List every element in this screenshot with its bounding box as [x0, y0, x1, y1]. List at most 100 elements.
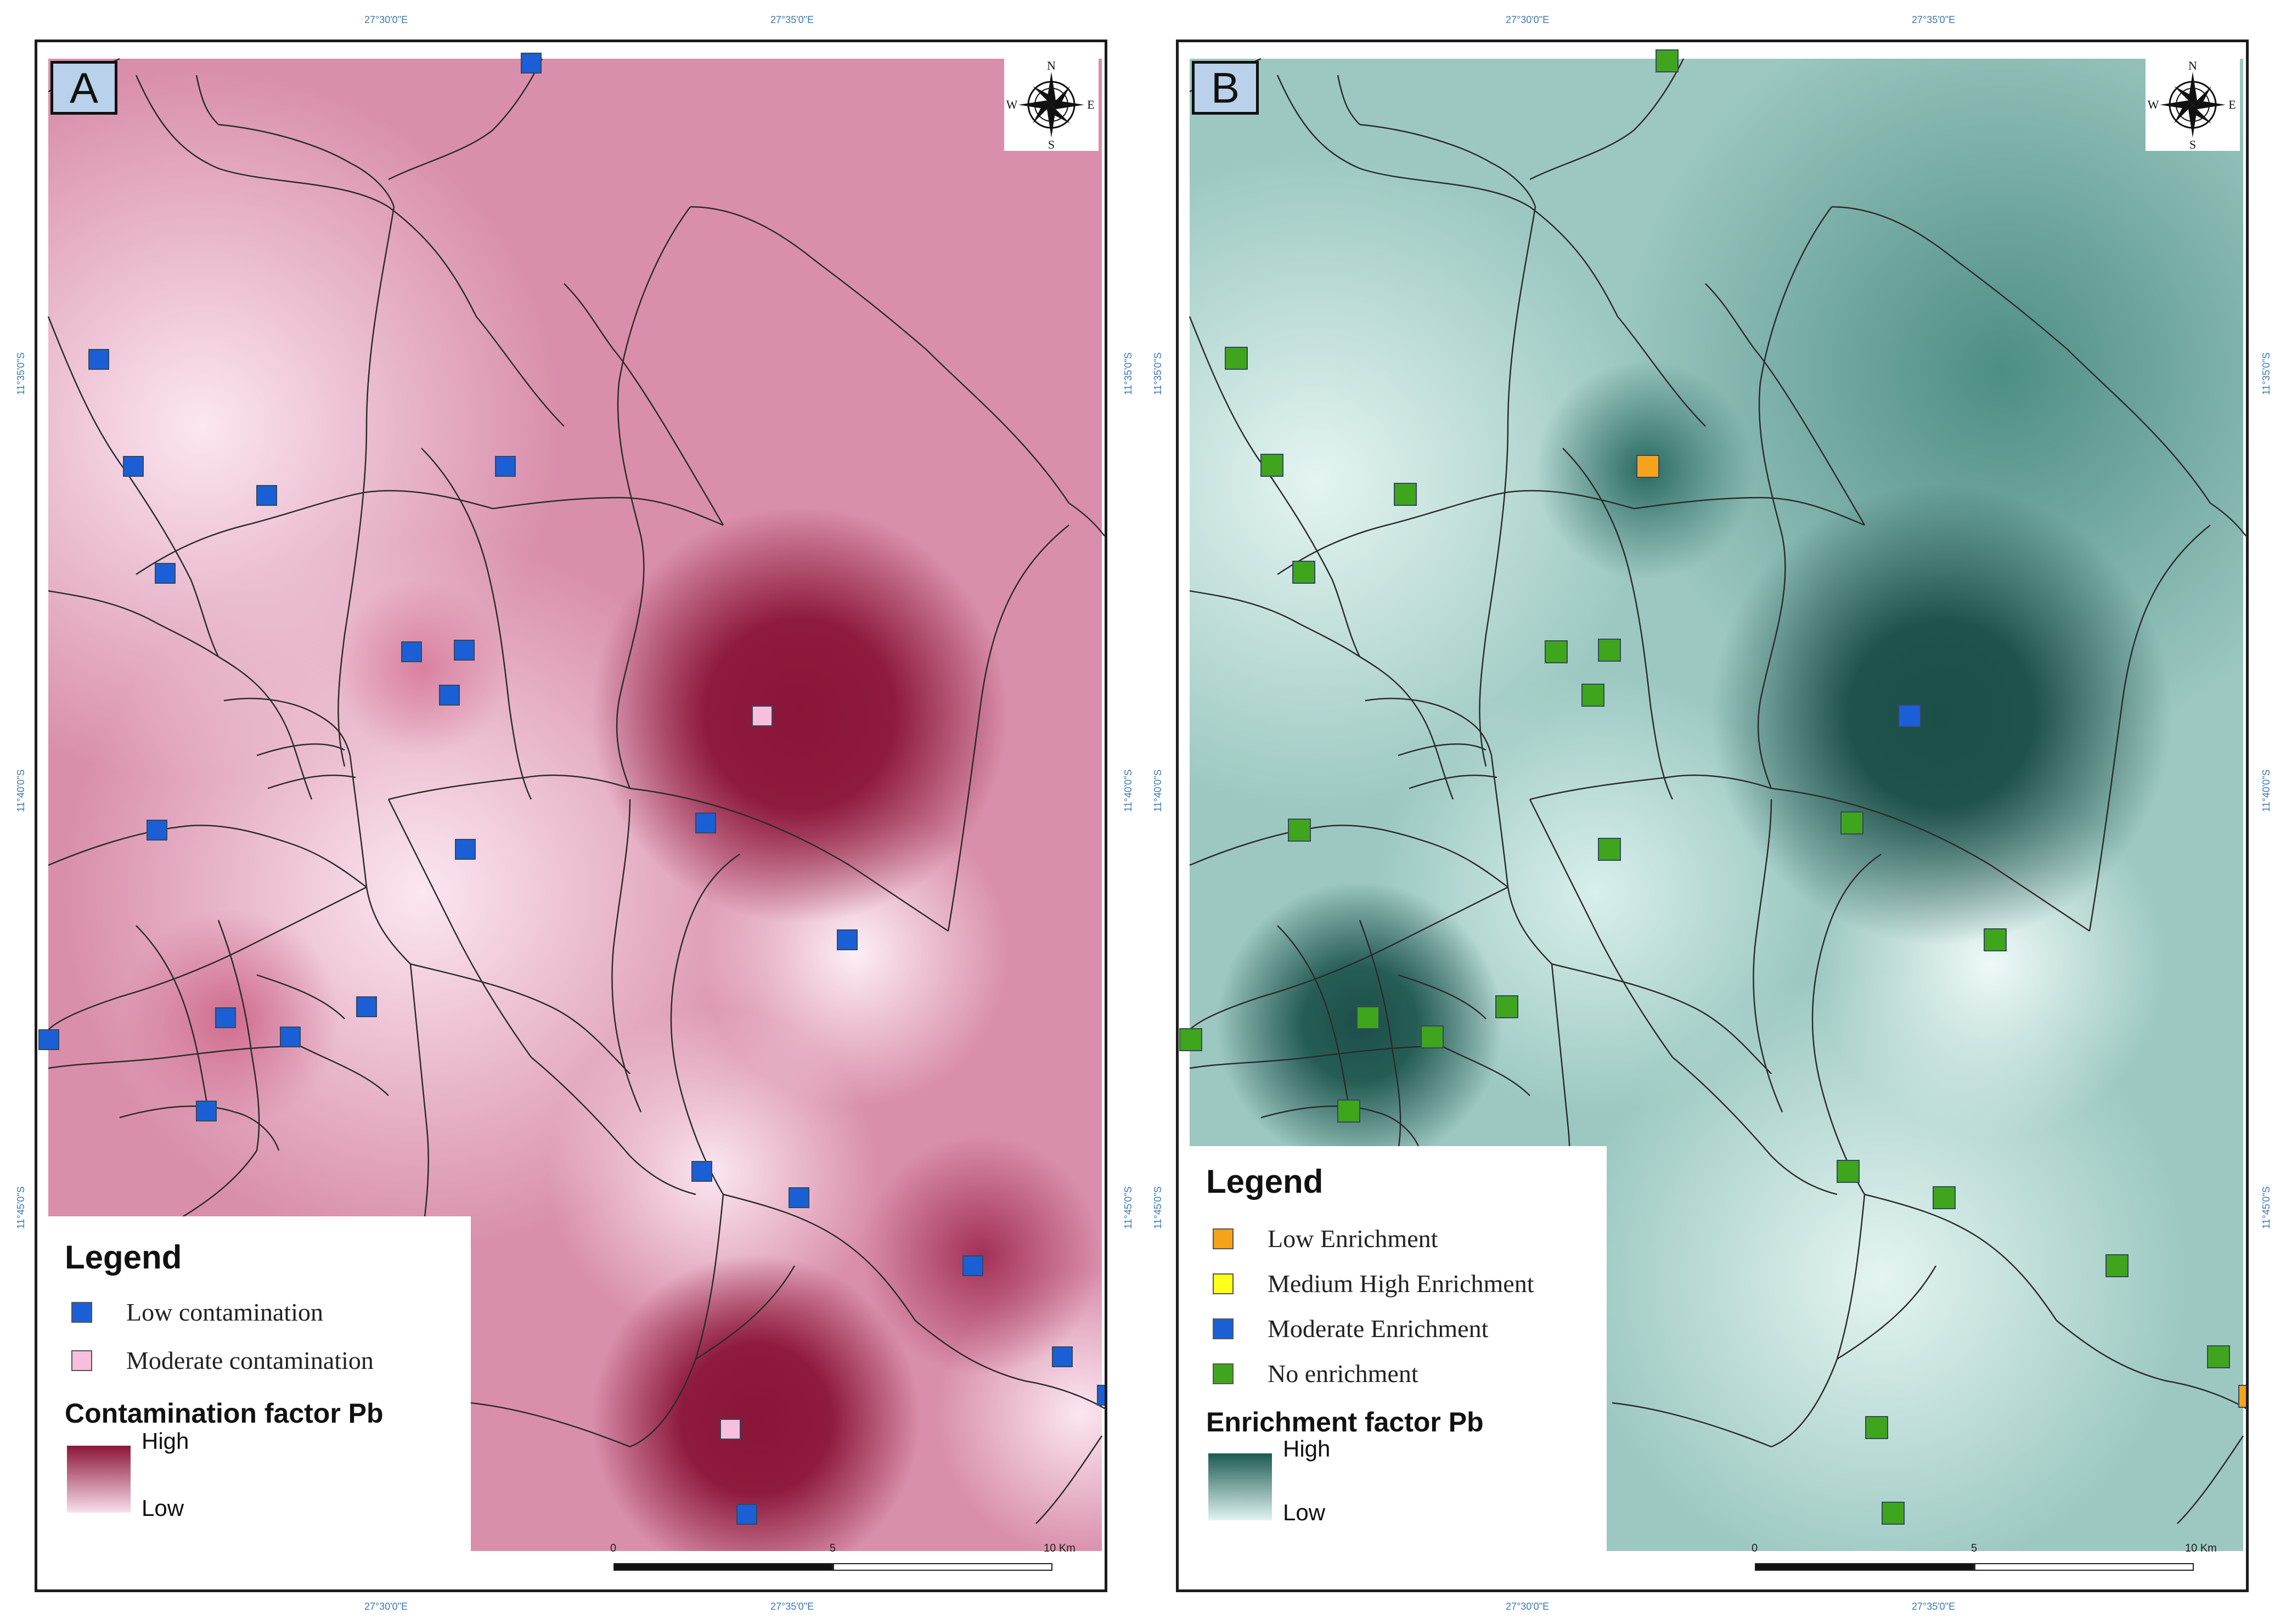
- longitude-label-bottom-b1: 27°30'0"E: [1506, 1601, 1550, 1612]
- legend-title: Legend: [65, 1239, 182, 1276]
- sample-point-no-enrichment[interactable]: [1356, 1006, 1380, 1029]
- sample-point-low[interactable]: [280, 1027, 301, 1047]
- compass-w: W: [1006, 98, 1018, 111]
- ramp-title: Contamination factor Pb: [65, 1398, 384, 1429]
- sample-point-no-enrichment[interactable]: [1837, 1160, 1860, 1183]
- latitude-label-right-a1: 11°35'0"S: [1123, 352, 1134, 395]
- sample-point-moderate[interactable]: [720, 1419, 741, 1440]
- sample-point-no-enrichment[interactable]: [1495, 995, 1518, 1018]
- sample-points: [1179, 49, 2246, 1525]
- sample-point-low[interactable]: [454, 640, 475, 661]
- sample-point-low[interactable]: [962, 1255, 983, 1276]
- color-ramp: [67, 1446, 131, 1513]
- sample-point-low[interactable]: [521, 53, 542, 74]
- sample-point-low[interactable]: [1052, 1346, 1073, 1367]
- legend-label: Low contamination: [126, 1298, 323, 1326]
- sample-point-low[interactable]: [695, 813, 716, 833]
- latitude-label-left-b3: 11°45'0"S: [1152, 1186, 1163, 1229]
- sample-point-no-enrichment[interactable]: [1337, 1099, 1360, 1123]
- longitude-label-top-b2: 27°35'0"E: [1912, 14, 1956, 25]
- sample-point-low[interactable]: [691, 1161, 712, 1182]
- sample-point-no-enrichment[interactable]: [1865, 1416, 1888, 1439]
- sample-point-moderate[interactable]: [752, 706, 773, 726]
- north-arrow: N S E W: [1004, 58, 1099, 151]
- sample-point-no-enrichment[interactable]: [1581, 684, 1604, 707]
- latitude-label-left-a2: 11°40'0"S: [15, 769, 26, 812]
- ramp-title: Enrichment factor Pb: [1206, 1407, 1484, 1437]
- compass-w: W: [2148, 98, 2159, 111]
- scale-tick-0: 0: [1752, 1542, 1758, 1554]
- sample-point-low[interactable]: [215, 1007, 236, 1028]
- district-boundaries: [47, 58, 1105, 1524]
- scale-bar: 0 5 10 Km: [610, 1540, 1076, 1578]
- enrichment-map-panel: B N S E W Legend Low Enrichment Medium H: [1176, 40, 2249, 1592]
- longitude-label-top-a2: 27°35'0"E: [770, 14, 814, 25]
- latitude-label-right-b2: 11°40'0"S: [2261, 769, 2272, 812]
- sample-point-low[interactable]: [88, 349, 109, 370]
- sample-point-low[interactable]: [38, 1029, 59, 1050]
- sample-point-no-enrichment[interactable]: [1656, 49, 1679, 72]
- sample-point-low[interactable]: [789, 1187, 809, 1208]
- sample-point-no-enrichment[interactable]: [1545, 640, 1568, 663]
- legend-swatch: [1213, 1228, 1234, 1249]
- longitude-label-bottom-a2: 27°35'0"E: [770, 1601, 814, 1612]
- legend-swatch: [1213, 1318, 1234, 1339]
- sample-point-low[interactable]: [401, 641, 422, 662]
- latitude-label-right-b1: 11°35'0"S: [2261, 352, 2272, 395]
- sample-point-low[interactable]: [455, 839, 476, 860]
- ramp-high-label: High: [1283, 1436, 1331, 1462]
- sample-point-no-enrichment[interactable]: [1840, 811, 1863, 834]
- sample-point-no-enrichment[interactable]: [1598, 639, 1621, 662]
- scale-tick-10: 10 Km: [2185, 1542, 2217, 1554]
- sample-point-no-enrichment[interactable]: [1225, 347, 1248, 370]
- sample-point-low-enrichment[interactable]: [2238, 1385, 2246, 1408]
- sample-point-no-enrichment[interactable]: [1598, 838, 1621, 861]
- legend-swatch: [71, 1350, 92, 1371]
- sample-point-no-enrichment[interactable]: [2207, 1345, 2230, 1368]
- sample-point-no-enrichment[interactable]: [1933, 1186, 1956, 1209]
- sample-point-low[interactable]: [1097, 1385, 1105, 1406]
- sample-point-no-enrichment[interactable]: [1882, 1502, 1905, 1525]
- compass-e: E: [1087, 98, 1094, 111]
- sample-point-no-enrichment[interactable]: [1421, 1025, 1444, 1048]
- sample-point-no-enrichment[interactable]: [2105, 1254, 2129, 1277]
- legend-box: Legend Low Enrichment Medium High Enrich…: [1190, 1146, 1607, 1584]
- north-arrow: N S E W: [2146, 58, 2240, 151]
- ramp-low-label: Low: [1283, 1499, 1326, 1525]
- ramp-high-label: High: [142, 1428, 189, 1454]
- legend-label: Medium High Enrichment: [1268, 1270, 1534, 1298]
- sample-point-low[interactable]: [495, 456, 516, 477]
- sample-point-low[interactable]: [147, 820, 167, 841]
- compass-n: N: [1047, 59, 1056, 72]
- sample-point-no-enrichment[interactable]: [1179, 1028, 1202, 1051]
- scale-tick-5: 5: [1971, 1542, 1978, 1554]
- compass-n: N: [2188, 59, 2197, 72]
- latitude-label-right-b3: 11°45'0"S: [2261, 1186, 2272, 1229]
- sample-point-low[interactable]: [439, 685, 460, 706]
- sample-point-no-enrichment[interactable]: [1394, 483, 1417, 506]
- sample-point-no-enrichment[interactable]: [1260, 454, 1283, 477]
- sample-point-low[interactable]: [736, 1504, 757, 1525]
- compass-rose-icon: N S E W: [2148, 59, 2236, 151]
- legend-swatch: [71, 1302, 92, 1323]
- compass-rose-icon: N S E W: [1006, 59, 1095, 151]
- legend-box: Legend Low contamination Moderate contam…: [48, 1216, 471, 1584]
- enrichment-map-canvas: [1179, 49, 2246, 1589]
- sample-point-low[interactable]: [155, 563, 176, 584]
- contamination-map-canvas: [37, 53, 1105, 1589]
- sample-point-low[interactable]: [356, 996, 377, 1017]
- legend-swatch: [1213, 1273, 1234, 1294]
- sample-point-low[interactable]: [256, 485, 277, 506]
- compass-e: E: [2228, 98, 2236, 111]
- sample-point-no-enrichment[interactable]: [1288, 819, 1311, 842]
- sample-point-low[interactable]: [123, 456, 144, 477]
- longitude-label-top-b1: 27°30'0"E: [1506, 14, 1550, 25]
- sample-point-low[interactable]: [837, 929, 858, 950]
- sample-point-no-enrichment[interactable]: [1984, 928, 2007, 951]
- scale-segment-light: [833, 1563, 1052, 1571]
- sample-point-no-enrichment[interactable]: [1292, 561, 1315, 584]
- sample-point-low-enrichment[interactable]: [1636, 455, 1659, 478]
- legend-label: Low Enrichment: [1268, 1225, 1438, 1253]
- sample-point-moderate-enrichment[interactable]: [1898, 704, 1921, 728]
- sample-point-low[interactable]: [196, 1101, 217, 1121]
